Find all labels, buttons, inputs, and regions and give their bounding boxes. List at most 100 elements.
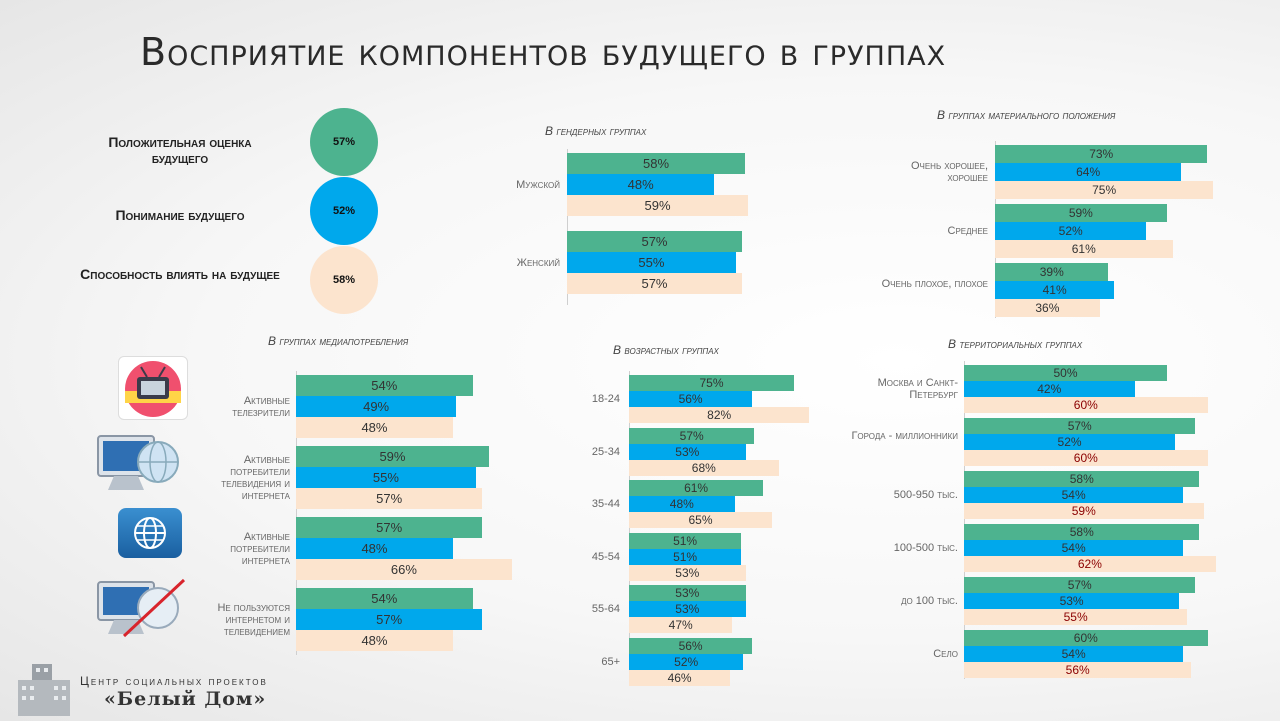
wealth-bar <box>995 145 1208 163</box>
wealth-bar <box>995 222 1147 240</box>
age-data-label: 52% <box>674 654 699 669</box>
age-bar <box>629 548 742 565</box>
media-bar <box>296 375 473 396</box>
age-axis <box>629 371 630 686</box>
age-data-label: 56% <box>678 392 703 406</box>
age-bar <box>629 601 746 617</box>
media-bar <box>296 559 512 580</box>
age-category-label: 65+ <box>601 655 620 668</box>
territory-data-label: 52% <box>1057 435 1082 449</box>
gender-bar <box>567 195 749 216</box>
territory-bar <box>964 630 1208 646</box>
media-bar <box>296 588 473 609</box>
media-bar <box>296 488 483 509</box>
territory-data-label: 55% <box>1063 610 1088 624</box>
territory-category-label: Село <box>933 648 958 660</box>
gender-data-label: 58% <box>643 156 670 171</box>
media-data-label: 59% <box>379 449 406 464</box>
territory-bar <box>964 609 1188 625</box>
territory-bar <box>964 524 1200 540</box>
internet-globe-icon <box>118 508 182 558</box>
age-data-label: 61% <box>684 481 709 495</box>
territory-data-label: 54% <box>1061 488 1086 502</box>
wealth-data-label: 41% <box>1042 283 1067 297</box>
age-bar <box>629 496 735 512</box>
territory-data-label: 53% <box>1059 594 1084 608</box>
age-data-label: 47% <box>668 618 693 632</box>
wealth-bar <box>995 181 1214 199</box>
age-data-label: 68% <box>691 460 716 475</box>
territory-data-label: 56% <box>1065 663 1090 677</box>
territory-data-label: 59% <box>1071 504 1096 518</box>
computer-globe-icon <box>94 430 186 501</box>
gender-data-label: 57% <box>641 234 668 249</box>
territory-bar <box>964 450 1208 466</box>
wealth-data-label: 39% <box>1039 265 1064 279</box>
logo-line1: Центр социальных проектов <box>80 674 268 688</box>
wealth-data-label: 73% <box>1089 147 1114 161</box>
chart-title-gender: В гендерных группах <box>545 124 647 138</box>
media-bar <box>296 609 483 630</box>
age-bar <box>629 637 753 654</box>
legend-label-positive: Положительная оценка будущего <box>108 134 252 166</box>
gender-bar <box>567 231 742 252</box>
territory-category-label: до 100 тыс. <box>901 595 958 607</box>
media-data-label: 54% <box>371 378 398 393</box>
media-bar <box>296 467 476 488</box>
territory-data-label: 57% <box>1067 578 1092 592</box>
gender-data-label: 59% <box>644 198 671 213</box>
media-bar <box>296 630 453 651</box>
age-bar <box>629 391 753 407</box>
age-category-label: 45-54 <box>591 550 620 563</box>
age-bar <box>629 443 746 460</box>
territory-category-label: Москва и Санкт-Петербург <box>877 377 958 401</box>
territory-bar <box>964 487 1184 503</box>
territory-bar <box>964 471 1200 487</box>
wealth-data-label: 64% <box>1076 165 1101 179</box>
media-bar <box>296 417 453 438</box>
gender-data-label: 55% <box>638 255 665 270</box>
territory-data-label: 58% <box>1069 472 1094 486</box>
gender-data-label: 57% <box>641 276 668 291</box>
media-data-label: 66% <box>390 562 417 577</box>
media-category-label: Активные потребители телевидения и интер… <box>221 453 290 502</box>
territory-data-label: 54% <box>1061 541 1086 555</box>
age-data-label: 57% <box>679 428 704 443</box>
age-bar <box>629 532 742 549</box>
territory-axis <box>964 361 965 679</box>
age-data-label: 65% <box>688 513 713 527</box>
territory-data-label: 42% <box>1037 382 1062 396</box>
age-bar <box>629 375 794 391</box>
media-bar <box>296 517 483 538</box>
territory-data-label: 57% <box>1067 419 1092 433</box>
age-bar <box>629 585 746 601</box>
gender-bar <box>567 273 742 294</box>
gender-category-label: Женский <box>516 256 560 269</box>
gender-axis <box>567 149 568 305</box>
legend-bubble-influence: 58% <box>310 246 378 314</box>
territory-category-label: 100-500 тыс. <box>893 542 958 554</box>
wealth-data-label: 36% <box>1035 301 1060 315</box>
media-bar <box>296 446 489 467</box>
media-data-label: 57% <box>376 491 403 506</box>
age-bar <box>629 407 810 423</box>
territory-bar <box>964 365 1167 381</box>
logo-line2: «Белый Дом» <box>104 688 267 710</box>
territory-bar <box>964 397 1208 413</box>
age-data-label: 51% <box>673 533 698 548</box>
territory-bar <box>964 577 1196 593</box>
chart-title-territory: В территориальных группах <box>948 337 1083 351</box>
media-bar <box>296 538 453 559</box>
territory-category-label: Города - миллионники <box>851 430 958 442</box>
territory-data-label: 50% <box>1053 366 1078 380</box>
age-data-label: 53% <box>675 444 700 459</box>
wealth-bar <box>995 299 1100 317</box>
territory-bar <box>964 540 1184 556</box>
gender-bar <box>567 153 746 174</box>
chart-title-wealth: В группах материального положения <box>937 108 1116 122</box>
legend-bubble-positive: 57% <box>310 108 378 176</box>
age-data-label: 56% <box>678 638 703 653</box>
gender-category-label: Мужской <box>516 178 560 191</box>
media-data-label: 48% <box>361 541 388 556</box>
territory-data-label: 60% <box>1073 631 1098 645</box>
